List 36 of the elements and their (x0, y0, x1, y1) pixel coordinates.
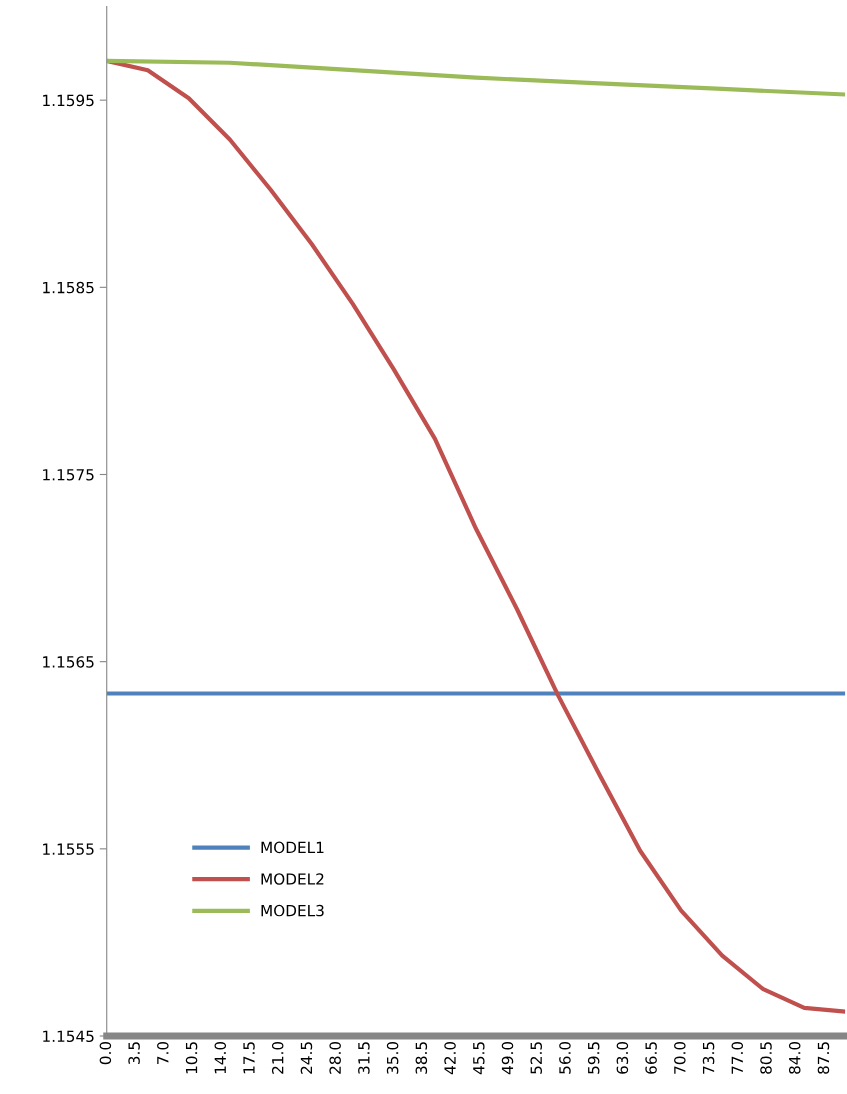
y-tick-label: 1.1585 (43, 281, 94, 294)
legend-label: MODEL3 (261, 904, 324, 917)
x-tick-label: 80.5 (760, 1042, 772, 1074)
x-tick-label: 42.0 (444, 1041, 456, 1075)
x-tick-label: 56.0 (559, 1041, 571, 1074)
x-tick-label: 87.5 (817, 1042, 830, 1074)
x-tick-label: 84.0 (788, 1041, 801, 1074)
y-tick-label: 1.1555 (43, 843, 94, 855)
x-tick-label: 14.0 (214, 1041, 227, 1074)
x-tick-label: 49.0 (501, 1041, 514, 1075)
x-tick-label: 70.0 (674, 1041, 686, 1074)
x-tick-label: 66.5 (645, 1042, 657, 1074)
x-tick-label: 77.0 (731, 1041, 744, 1074)
x-tick-label: 3.5 (128, 1042, 140, 1065)
x-tick-label: 10.5 (185, 1042, 198, 1074)
x-tick-label: 59.5 (587, 1042, 600, 1074)
y-tick-label: 1.1575 (43, 469, 94, 481)
y-tick-label: 1.1565 (43, 656, 94, 668)
x-tick-label: 35.0 (386, 1041, 399, 1074)
x-tick-label: 31.5 (358, 1042, 370, 1074)
legend-label: MODEL1 (261, 841, 324, 854)
y-tick-label: 1.1545 (43, 1030, 94, 1043)
line-series (106, 58, 846, 97)
y-tick-label: 1.1595 (43, 94, 94, 107)
x-tick-label: 7.0 (157, 1041, 169, 1064)
x-tick-label: 52.5 (530, 1042, 542, 1074)
x-tick-label: 45.5 (473, 1042, 485, 1075)
x-tick-label: 73.5 (702, 1042, 715, 1074)
x-tick-label: 63.0 (616, 1041, 629, 1074)
x-tick-label: 28.0 (329, 1041, 341, 1074)
x-tick-label: 0.0 (99, 1041, 112, 1065)
x-tick-label: 17.5 (243, 1042, 255, 1074)
x-tick-label: 24.5 (300, 1042, 313, 1074)
x-tick-label: 21.0 (271, 1041, 284, 1074)
legend-label: MODEL2 (261, 873, 324, 885)
x-tick-label: 38.5 (415, 1042, 428, 1074)
